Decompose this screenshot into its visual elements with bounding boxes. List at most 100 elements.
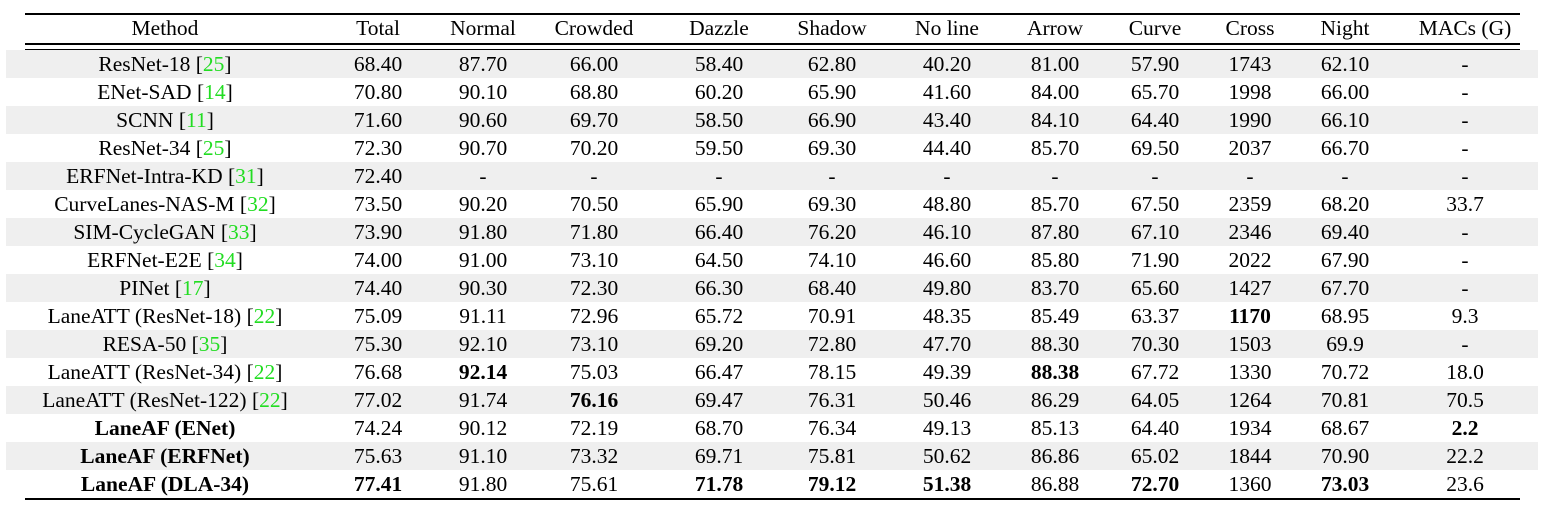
citation-link[interactable]: 22 bbox=[253, 303, 276, 328]
value-cell-crowded: 72.19 bbox=[569, 415, 619, 440]
method-cell: SCNN [11] bbox=[116, 107, 214, 132]
citation-link[interactable]: 32 bbox=[247, 191, 269, 216]
value-cell-arrow: 85.70 bbox=[1030, 191, 1080, 216]
value-cell-no-line: 49.80 bbox=[922, 275, 972, 300]
column-header: Arrow bbox=[1026, 16, 1084, 40]
value-cell-night: 70.72 bbox=[1320, 359, 1370, 384]
value-cell-crowded: 72.30 bbox=[569, 275, 619, 300]
value-cell-arrow: 87.80 bbox=[1030, 219, 1080, 244]
value-cell-macs-g: 18.0 bbox=[1446, 359, 1484, 384]
table-row: CurveLanes-NAS-M [32] 73.50 90.20 70.50 65.9… bbox=[6, 190, 1538, 218]
citation-link[interactable]: 34 bbox=[214, 247, 236, 272]
value-cell-arrow: - bbox=[1051, 163, 1059, 188]
citation-link[interactable]: 25 bbox=[202, 135, 225, 160]
value-cell-no-line: 46.60 bbox=[922, 247, 972, 272]
value-cell-total: 77.02 bbox=[353, 387, 403, 412]
value-cell-no-line: 41.60 bbox=[922, 79, 972, 104]
value-cell-total: 75.30 bbox=[353, 331, 403, 356]
column-header: Crowded bbox=[554, 16, 634, 40]
value-cell-dazzle: 58.50 bbox=[694, 107, 744, 132]
value-cell-shadow: 65.90 bbox=[807, 79, 857, 104]
value-cell-arrow: 88.30 bbox=[1030, 331, 1080, 356]
value-cell-total: 74.24 bbox=[353, 415, 403, 440]
citation-link[interactable]: 35 bbox=[198, 331, 221, 356]
value-cell-normal: 90.20 bbox=[458, 191, 508, 216]
value-cell-cross: 1844 bbox=[1228, 443, 1272, 468]
value-cell-dazzle: 69.47 bbox=[694, 387, 744, 412]
value-cell-arrow: 84.10 bbox=[1030, 107, 1080, 132]
value-cell-curve: 64.05 bbox=[1130, 387, 1180, 412]
value-cell-shadow: 69.30 bbox=[807, 135, 857, 160]
value-cell-shadow: 68.40 bbox=[807, 275, 857, 300]
value-cell-total: 68.40 bbox=[353, 51, 403, 76]
value-cell-macs-g: - bbox=[1461, 107, 1469, 132]
citation-link[interactable]: 14 bbox=[204, 79, 226, 104]
citation-link[interactable]: 17 bbox=[182, 275, 204, 300]
value-cell-curve: 71.90 bbox=[1130, 247, 1180, 272]
value-cell-no-line: 51.38 bbox=[922, 471, 972, 496]
table-header-row: Method Total Normal Crowded Dazzle Shadow No l… bbox=[25, 14, 1520, 43]
method-cell: ResNet-18 [25] bbox=[98, 51, 232, 76]
method-cell: ENet-SAD [14] bbox=[97, 79, 233, 104]
value-cell-curve: 67.72 bbox=[1130, 359, 1180, 384]
value-cell-arrow: 85.49 bbox=[1030, 303, 1080, 328]
value-cell-macs-g: 9.3 bbox=[1451, 303, 1479, 328]
table-row: ERFNet-Intra-KD [31] 72.40 - - - - - - - - - - bbox=[6, 162, 1538, 190]
value-cell-dazzle: 60.20 bbox=[694, 79, 744, 104]
value-cell-no-line: 50.62 bbox=[922, 443, 972, 468]
value-cell-shadow: 62.80 bbox=[807, 51, 857, 76]
value-cell-dazzle: 71.78 bbox=[694, 471, 744, 496]
column-header: Method bbox=[131, 16, 199, 40]
method-cell: ERFNet-Intra-KD [31] bbox=[66, 163, 264, 188]
value-cell-crowded: 71.80 bbox=[569, 219, 619, 244]
value-cell-curve: 64.40 bbox=[1130, 415, 1180, 440]
value-cell-crowded: - bbox=[590, 163, 598, 188]
value-cell-cross: 1170 bbox=[1229, 303, 1271, 328]
column-header: Dazzle bbox=[689, 16, 749, 40]
value-cell-normal: 91.11 bbox=[459, 303, 507, 328]
citation-link[interactable]: 11 bbox=[186, 107, 207, 132]
value-cell-shadow: 76.34 bbox=[807, 415, 857, 440]
value-cell-shadow: 70.91 bbox=[807, 303, 857, 328]
value-cell-normal: 91.74 bbox=[458, 387, 508, 412]
value-cell-no-line: 48.35 bbox=[922, 303, 972, 328]
value-cell-macs-g: 23.6 bbox=[1446, 471, 1484, 496]
value-cell-dazzle: 65.72 bbox=[694, 303, 744, 328]
citation-link[interactable]: 33 bbox=[228, 219, 250, 244]
value-cell-total: 73.50 bbox=[353, 191, 403, 216]
value-cell-shadow: 66.90 bbox=[807, 107, 857, 132]
header-rule-1 bbox=[25, 43, 1520, 45]
value-cell-cross: 1360 bbox=[1228, 471, 1272, 496]
value-cell-shadow: 76.20 bbox=[807, 219, 857, 244]
column-header: MACs (G) bbox=[1418, 16, 1512, 40]
citation-link[interactable]: 22 bbox=[253, 359, 276, 384]
value-cell-no-line: 50.46 bbox=[922, 387, 972, 412]
citation-link[interactable]: 22 bbox=[259, 387, 281, 412]
value-cell-normal: 90.30 bbox=[458, 275, 508, 300]
value-cell-dazzle: 58.40 bbox=[694, 51, 744, 76]
value-cell-night: 70.90 bbox=[1320, 443, 1370, 468]
table-row: ENet-SAD [14] 70.80 90.10 68.80 60.20 65.90 41… bbox=[6, 78, 1538, 106]
value-cell-normal: - bbox=[479, 163, 487, 188]
method-name: ERFNet-E2E bbox=[87, 247, 202, 272]
value-cell-night: 68.20 bbox=[1320, 191, 1370, 216]
value-cell-normal: 91.00 bbox=[458, 247, 508, 272]
method-name: ResNet-18 bbox=[98, 51, 191, 76]
value-cell-dazzle: 66.30 bbox=[694, 275, 744, 300]
method-cell: LaneATT (ResNet-122) [22] bbox=[42, 387, 288, 412]
value-cell-dazzle: 64.50 bbox=[694, 247, 744, 272]
citation-link[interactable]: 25 bbox=[202, 51, 225, 76]
value-cell-night: 66.70 bbox=[1320, 135, 1370, 160]
value-cell-arrow: 85.70 bbox=[1030, 135, 1080, 160]
value-cell-macs-g: 33.7 bbox=[1446, 191, 1484, 216]
value-cell-cross: 1503 bbox=[1228, 331, 1272, 356]
column-header: Curve bbox=[1128, 16, 1182, 40]
value-cell-night: 66.10 bbox=[1320, 107, 1370, 132]
method-name: LaneAF (ENet) bbox=[94, 415, 236, 440]
value-cell-dazzle: 69.71 bbox=[694, 443, 744, 468]
value-cell-no-line: - bbox=[943, 163, 951, 188]
value-cell-night: 67.90 bbox=[1320, 247, 1370, 272]
value-cell-night: 68.95 bbox=[1320, 303, 1370, 328]
value-cell-macs-g: - bbox=[1461, 247, 1469, 272]
citation-link[interactable]: 31 bbox=[235, 163, 257, 188]
